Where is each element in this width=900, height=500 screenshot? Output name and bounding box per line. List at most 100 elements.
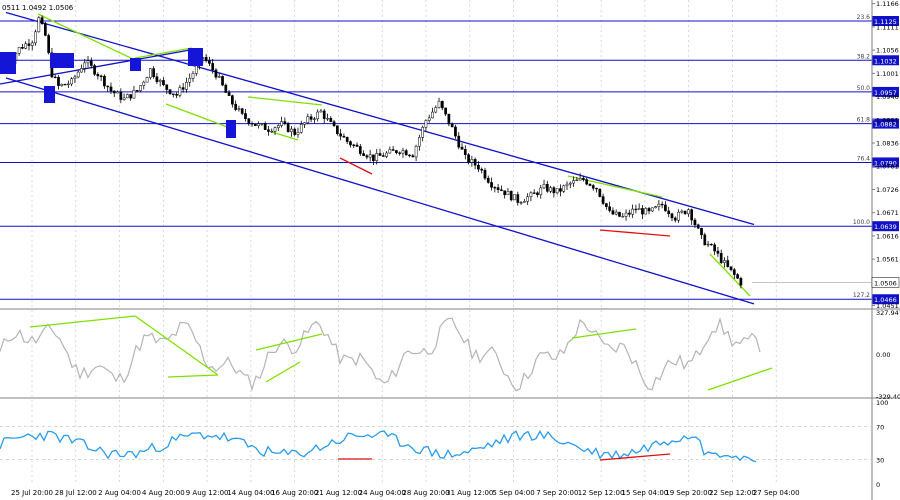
candle-body [683,210,687,215]
time-axis-label: 7 Sep 20:00 [536,489,578,497]
candle-body [116,91,119,94]
candle-body [496,187,500,191]
candle-body [591,185,595,189]
candle-body [506,191,510,196]
swing-marker [0,52,16,74]
candle-body [378,153,382,156]
candle-body [677,211,680,221]
candle-body [575,179,579,182]
candle-body [523,201,526,203]
candle-body [454,126,457,137]
price-tick-label: 1.0671 [876,209,899,217]
time-axis-label: 14 Aug 04:00 [227,489,274,497]
divergence-price-green-7 [709,253,751,297]
candle-body [237,108,241,110]
candle-body [162,80,165,86]
candle-body [545,183,549,192]
candle-body [732,269,736,275]
candle-body [519,202,523,204]
price-tick-label: 1.1001 [876,70,899,78]
fib-price-label: 1.0466 [874,296,897,304]
oscillator-1-tick-label: -329.4025 [876,393,900,401]
candle-body [670,213,674,219]
fib-price-box [872,86,899,97]
candle-body [536,192,539,196]
candle-body [532,192,536,194]
candle-body [250,123,254,125]
candle-body [710,243,713,246]
candle-body [286,122,290,133]
oscillator-2-tick-label: 100 [876,399,888,407]
oscillator-1-tick-label: 0.00 [876,351,890,359]
last-price-label: 1.0506 [874,279,897,287]
main-price-panel[interactable]: 23.6 38.2 50.0 61.8 76.4 100.0 127.2 [0,11,872,305]
osc1-divergence-green [134,315,219,376]
candle-body [355,144,359,147]
oscillator-1-tick-label: 327.9475 [876,309,900,317]
candle-body [368,154,372,158]
candle-body [349,141,352,146]
candle-body [280,121,283,126]
candle-body [529,192,533,198]
candle-body [57,76,60,86]
candle-body [214,69,218,78]
candle-body [44,23,47,36]
candle-body [627,212,631,215]
candle-body [411,155,415,158]
fib-price-label: 1.1032 [874,57,897,65]
candle-body [680,210,684,213]
candle-body [657,203,661,207]
candle-body [460,146,464,150]
time-axis-label: 22 Sep 12:00 [709,489,756,497]
candle-body [388,149,392,154]
candle-body [60,83,64,86]
candle-body [549,187,552,192]
candle-body [267,129,270,132]
candle-body [434,107,438,113]
candle-body [605,203,608,207]
candle-body [726,260,730,267]
price-tick-label: 1.0946 [876,93,899,101]
candle-body [716,250,720,254]
candle-body [336,125,339,135]
candle-body [739,277,743,286]
oscillator-1-line [0,317,761,392]
time-axis-label: 21 Aug 12:00 [315,489,362,497]
price-tick-label: 1.0726 [876,186,899,194]
candle-body [585,179,589,185]
price-tick-label: 1.0561 [876,256,899,264]
price-tick-label: 1.1111 [876,23,899,31]
candle-body [447,113,451,125]
candle-body [99,75,103,77]
candle-body [729,266,733,270]
candle-body [687,209,690,215]
candle-body [204,57,208,61]
price-tick-label: 1.0836 [876,140,899,148]
oscillator-2-tick-label: 0 [876,481,880,489]
candle-body [129,94,133,99]
candle-body [437,100,441,108]
candle-body [713,244,716,252]
candle-body [234,103,237,110]
candle-body [526,196,529,202]
candle-body [467,154,470,163]
candle-body [342,135,346,138]
candle-body [103,75,106,87]
candle-body [673,217,677,221]
candle-body [352,144,356,146]
fib-level-label: 61.8 [857,117,871,124]
candle-body [53,76,57,79]
candle-body [80,68,83,73]
divergence-price-green-3 [165,103,231,129]
candle-body [142,81,146,86]
candle-body [555,188,559,194]
candle-body [641,208,644,215]
fib-level-label: 127.2 [853,292,870,299]
candle-body [135,90,139,92]
candle-body [490,182,493,188]
divergence-price-green-5 [271,131,299,141]
candle-body [309,116,313,120]
candle-body [618,211,621,217]
candle-body [404,150,408,156]
